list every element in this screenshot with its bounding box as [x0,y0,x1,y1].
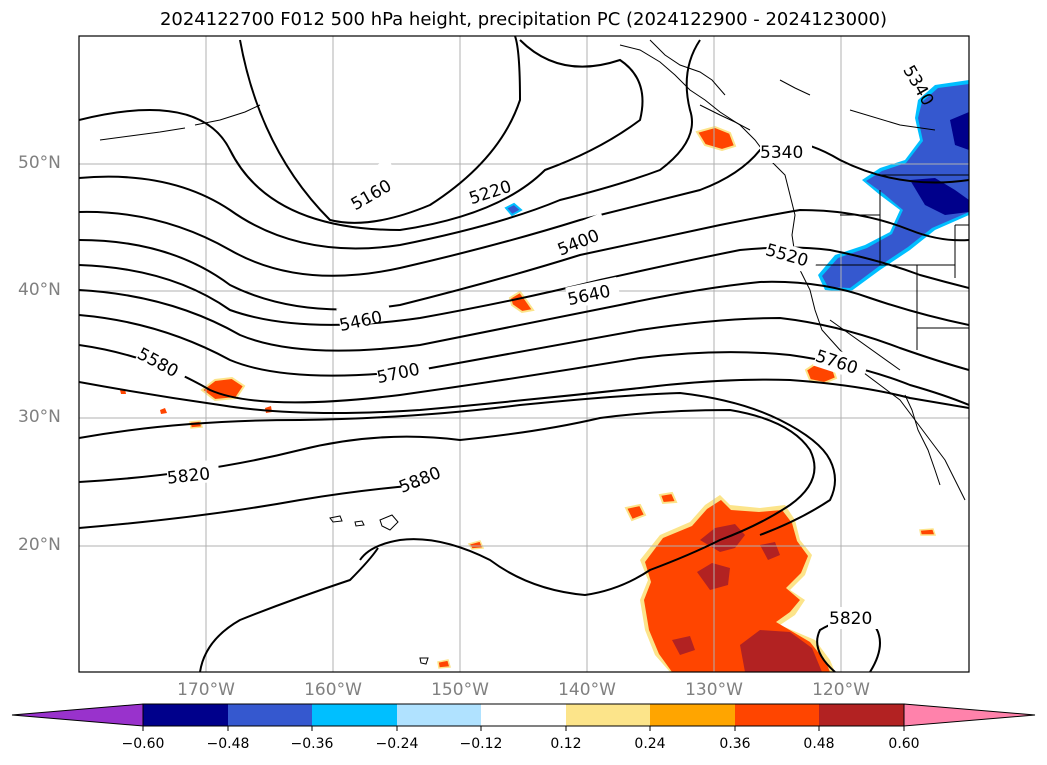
contour-labels: 5160 5220 5340 5400 5460 5520 5580 5640 … [132,62,937,629]
colorbar [11,703,1036,731]
contour-label-5340-coast: 5340 [760,143,803,163]
colorbar-tick: 0.24 [634,736,666,752]
lat-label-30n: 30°N [18,407,61,427]
colorbar-bin [650,704,735,726]
precip-region-southeast [624,491,835,672]
colorbar-extend-low [11,703,144,727]
map-frame [78,35,970,673]
colorbar-bin [481,704,566,726]
colorbar-tick: 0.12 [550,736,582,752]
lon-label-150w: 150°W [431,680,489,700]
precip-region-northeast [504,80,969,292]
colorbar-bin [735,704,819,726]
colorbar-tick: 0.48 [803,736,835,752]
height-contours [79,36,969,672]
contour-label-5820-west: 5820 [166,464,211,488]
colorbar-bin [143,704,228,726]
colorbar-bin [312,704,397,726]
lon-label-170w: 170°W [177,680,235,700]
colorbar-bin [228,704,312,726]
colorbar-tick: −0.24 [375,736,419,752]
lon-label-160w: 160°W [304,680,362,700]
lon-label-130w: 130°W [685,680,743,700]
colorbar-tick: −0.36 [290,736,334,752]
lat-label-40n: 40°N [18,280,61,300]
colorbar-tick: 0.60 [888,736,920,752]
colorbar-tick: 0.36 [719,736,751,752]
colorbar-bin [566,704,650,726]
precip-patches-red [120,125,937,669]
colorbar-bin [819,704,904,726]
map-title: 2024122700 F012 500 hPa height, precipit… [159,9,888,30]
lat-label-20n: 20°N [18,535,61,555]
contour-label-5820-se: 5820 [829,609,872,629]
lon-label-140w: 140°W [558,680,616,700]
lat-label-50n: 50°N [18,153,61,173]
lon-label-120w: 120°W [812,680,870,700]
colorbar-tick: −0.60 [121,736,165,752]
colorbar-tick: −0.12 [459,736,503,752]
coastlines [99,39,969,665]
colorbar-bin [397,704,481,726]
colorbar-extend-high [903,703,1036,727]
colorbar-tick: −0.48 [206,736,250,752]
